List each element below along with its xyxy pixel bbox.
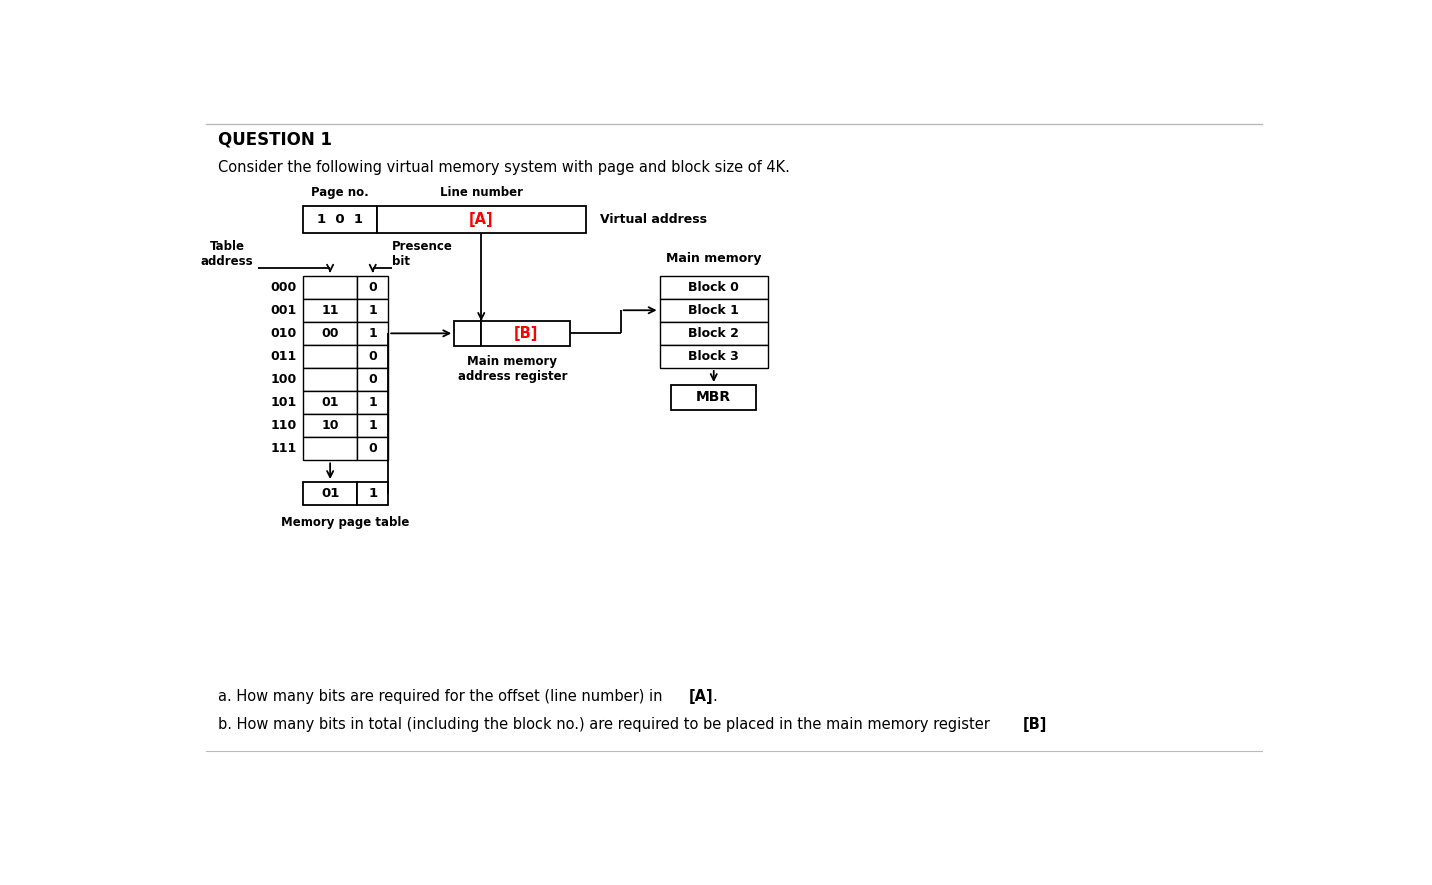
Text: 1: 1 — [368, 304, 377, 317]
Text: 00: 00 — [321, 327, 339, 340]
Bar — [357, 299, 388, 322]
Text: 1: 1 — [368, 396, 377, 409]
Text: b. How many bits in total (including the block no.) are required to be placed in: b. How many bits in total (including the… — [218, 717, 994, 732]
Text: 001: 001 — [271, 304, 296, 317]
Text: QUESTION 1: QUESTION 1 — [218, 130, 332, 149]
Bar — [304, 299, 357, 322]
Bar — [304, 414, 357, 437]
Bar — [357, 391, 388, 414]
Bar — [357, 345, 388, 368]
Text: Consider the following virtual memory system with page and block size of 4K.: Consider the following virtual memory sy… — [218, 160, 789, 175]
Text: 11: 11 — [321, 304, 339, 317]
Bar — [304, 322, 357, 345]
Text: Block 0: Block 0 — [689, 281, 739, 294]
Text: 011: 011 — [271, 350, 296, 363]
Text: Table
address: Table address — [200, 240, 253, 268]
Bar — [377, 206, 586, 234]
Text: .: . — [713, 689, 717, 704]
Text: Presence
bit: Presence bit — [392, 240, 453, 268]
Text: Line number: Line number — [440, 186, 523, 199]
Bar — [304, 437, 357, 460]
Text: Block 1: Block 1 — [689, 304, 739, 317]
Text: Block 2: Block 2 — [689, 327, 739, 340]
Bar — [660, 345, 768, 368]
Text: 0: 0 — [368, 350, 377, 363]
Bar — [357, 368, 388, 391]
Text: MBR: MBR — [696, 390, 732, 404]
Text: 0: 0 — [368, 373, 377, 386]
Bar — [660, 275, 768, 299]
Bar — [481, 321, 570, 346]
Bar — [660, 299, 768, 322]
Bar — [357, 482, 388, 505]
Text: [A]: [A] — [689, 689, 713, 704]
Bar — [304, 391, 357, 414]
Bar — [304, 345, 357, 368]
Bar — [672, 385, 756, 410]
Text: 1  0  1: 1 0 1 — [316, 213, 362, 227]
Text: 111: 111 — [271, 442, 296, 456]
Text: [B]: [B] — [514, 326, 538, 341]
Text: 1: 1 — [368, 327, 377, 340]
Text: Main memory: Main memory — [666, 252, 762, 266]
Text: 110: 110 — [271, 419, 296, 432]
Bar — [357, 437, 388, 460]
Text: 000: 000 — [271, 281, 296, 294]
Text: 101: 101 — [271, 396, 296, 409]
Text: 0: 0 — [368, 442, 377, 456]
Text: a. How many bits are required for the offset (line number) in: a. How many bits are required for the of… — [218, 689, 667, 704]
Text: Block 3: Block 3 — [689, 350, 739, 363]
Text: 0: 0 — [368, 281, 377, 294]
Text: 100: 100 — [271, 373, 296, 386]
Text: [B]: [B] — [1022, 717, 1047, 732]
Text: [A]: [A] — [468, 212, 494, 227]
Text: 10: 10 — [321, 419, 339, 432]
Bar — [357, 414, 388, 437]
Text: 1: 1 — [368, 487, 377, 500]
Bar — [454, 321, 481, 346]
Text: Virtual address: Virtual address — [600, 213, 707, 227]
Text: Main memory
address register: Main memory address register — [457, 355, 567, 383]
Bar — [304, 482, 357, 505]
Text: 010: 010 — [271, 327, 296, 340]
Bar — [304, 206, 377, 234]
Text: 01: 01 — [321, 396, 339, 409]
Text: Page no.: Page no. — [311, 186, 368, 199]
Bar — [304, 275, 357, 299]
Bar — [357, 322, 388, 345]
Text: 1: 1 — [368, 419, 377, 432]
Bar — [660, 322, 768, 345]
Bar — [304, 368, 357, 391]
Text: Memory page table: Memory page table — [282, 515, 410, 528]
Bar — [357, 275, 388, 299]
Text: 01: 01 — [321, 487, 339, 500]
